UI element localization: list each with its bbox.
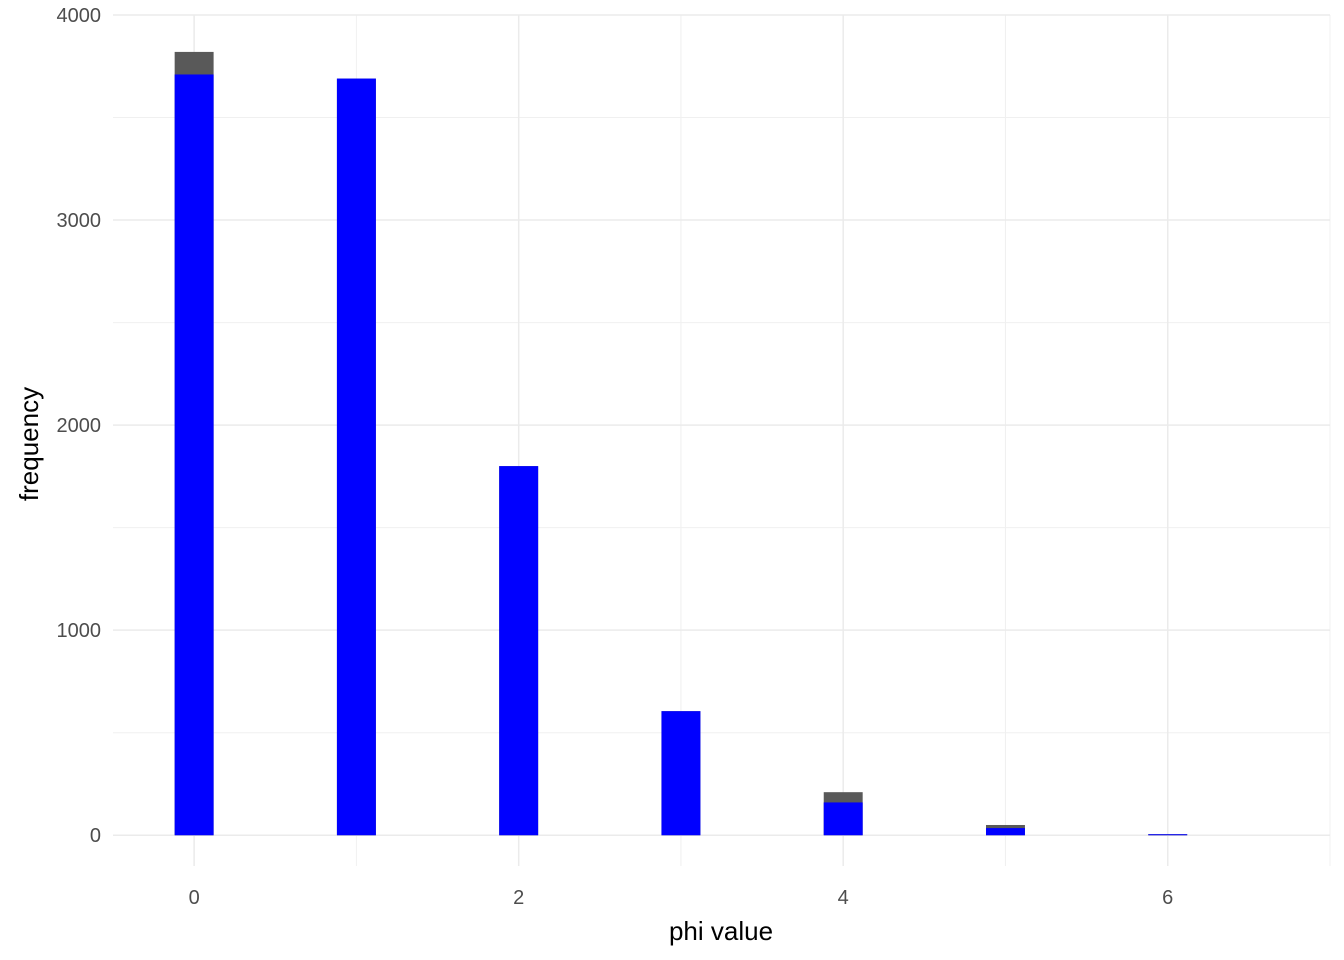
minor-gridlines — [113, 15, 1331, 866]
x-tick-label: 0 — [189, 887, 200, 909]
x-axis-ticks: 0 2 4 6 — [189, 887, 1174, 909]
y-tick-label: 0 — [90, 825, 101, 847]
y-tick-label: 3000 — [57, 210, 102, 232]
x-axis-title: phi value — [669, 916, 773, 946]
bar-series-2-x-4 — [823, 802, 863, 836]
bar-series-2-x-6 — [1148, 834, 1188, 836]
y-axis-title: frequency — [14, 387, 44, 501]
bar-series-2-x-1 — [336, 78, 376, 836]
bar-series-2-x-2 — [499, 466, 539, 836]
y-tick-label: 2000 — [57, 415, 102, 437]
bar-series-2-x-5 — [985, 828, 1025, 836]
major-gridlines — [113, 14, 1330, 866]
x-tick-label: 4 — [838, 887, 849, 909]
y-tick-label: 1000 — [57, 620, 102, 642]
bar-series-2-x-3 — [661, 711, 701, 836]
y-axis-ticks: 0 1000 2000 3000 4000 — [57, 5, 102, 847]
bar-series-2-x-0 — [174, 74, 214, 836]
series-2-bars — [174, 74, 1188, 836]
x-tick-label: 2 — [513, 887, 524, 909]
y-tick-label: 4000 — [57, 5, 102, 27]
x-tick-label: 6 — [1162, 887, 1173, 909]
